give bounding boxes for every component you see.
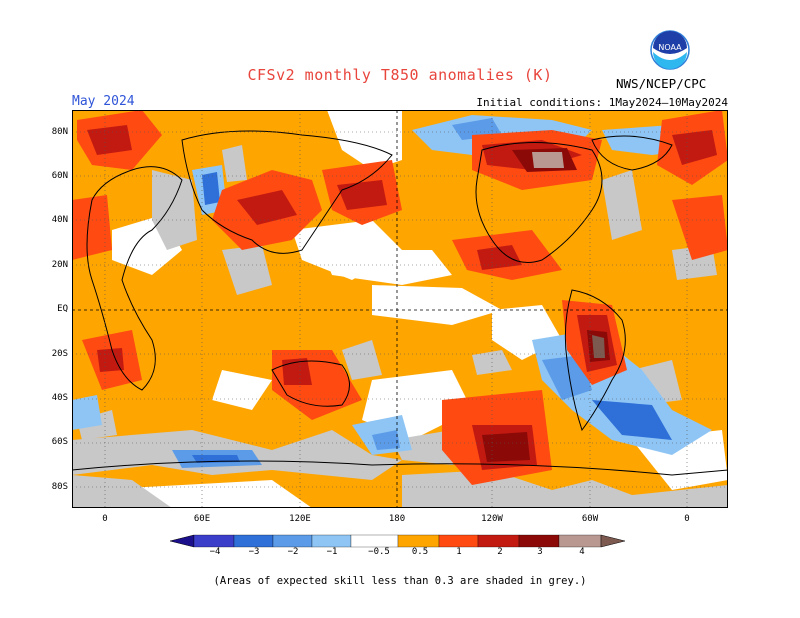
svg-text:NOAA: NOAA <box>658 43 682 52</box>
colorbar-arrow-low <box>170 534 195 548</box>
lon-label: 120W <box>481 514 503 524</box>
skill-note: (Areas of expected skill less than 0.3 a… <box>213 575 587 587</box>
lon-label: 180 <box>388 514 406 524</box>
colorbar-label: −1 <box>326 547 338 557</box>
lon-label: 60E <box>193 514 211 524</box>
lat-label: 80S <box>51 482 68 492</box>
lon-label: 0 <box>684 514 690 524</box>
colorbar-segment <box>311 534 352 548</box>
lon-label: 60W <box>581 514 599 524</box>
lat-label: 40N <box>51 215 68 225</box>
gridlines <box>72 110 728 508</box>
colorbar-segment <box>477 534 520 548</box>
map-frame <box>72 110 728 508</box>
colorbar-label: 3 <box>537 547 543 557</box>
colorbar-segment <box>350 534 399 548</box>
lat-label: 60S <box>51 437 68 447</box>
lat-label: EQ <box>57 304 68 314</box>
colorbar-label: −0.5 <box>368 547 390 557</box>
colorbar-label: 1 <box>456 547 462 557</box>
colorbar-segment <box>558 534 602 548</box>
lat-label: 40S <box>51 393 68 403</box>
initial-conditions: Initial conditions: 1May2024–10May2024 <box>476 96 728 109</box>
noaa-logo-icon: NOAA <box>650 30 690 70</box>
lon-label: 0 <box>102 514 108 524</box>
agency-label: NWS/NCEP/CPC <box>616 76 707 91</box>
colorbar-segment <box>272 534 313 548</box>
colorbar-segment <box>518 534 560 548</box>
colorbar-label: −4 <box>209 547 221 557</box>
colorbar-label: 0.5 <box>411 547 429 557</box>
lat-label: 20N <box>51 260 68 270</box>
colorbar-label: 4 <box>579 547 585 557</box>
forecast-period: May 2024 <box>72 94 135 109</box>
colorbar-segment <box>233 534 274 548</box>
colorbar-segment <box>397 534 440 548</box>
equator-dateline <box>72 110 728 508</box>
lat-label: 60N <box>51 171 68 181</box>
colorbar-segment <box>438 534 479 548</box>
lat-label: 20S <box>51 349 68 359</box>
colorbar-arrow-high <box>600 534 626 548</box>
map-title: CFSv2 monthly T850 anomalies (K) <box>247 66 553 84</box>
coastlines <box>72 130 728 476</box>
colorbar-label: 2 <box>497 547 503 557</box>
above-normal-areas <box>72 110 728 485</box>
colorbar-label: −3 <box>248 547 260 557</box>
anomaly-map <box>72 110 728 508</box>
lat-label: 80N <box>51 127 68 137</box>
colorbar-segment <box>193 534 235 548</box>
low-skill-areas <box>72 135 728 508</box>
lon-label: 120E <box>289 514 311 524</box>
colorbar <box>170 534 626 548</box>
colorbar-label: −2 <box>287 547 299 557</box>
